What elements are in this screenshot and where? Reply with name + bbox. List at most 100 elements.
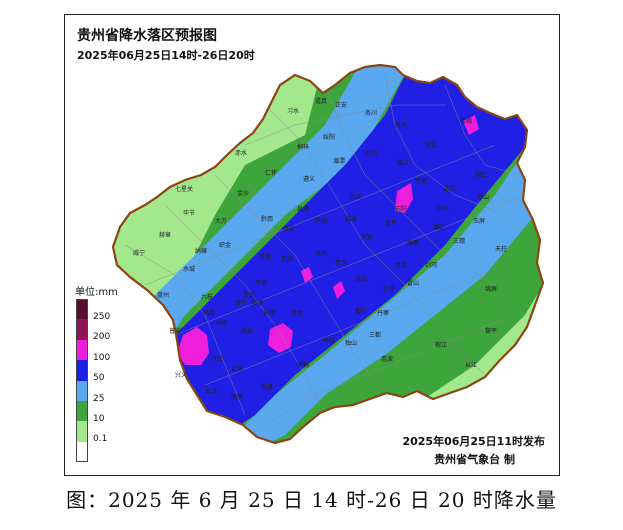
county-label: 惠水 xyxy=(291,309,303,317)
county-label: 威宁 xyxy=(133,249,145,257)
legend-swatch-10 xyxy=(76,400,88,422)
county-label: 安顺 xyxy=(251,299,263,307)
county-label: 水城 xyxy=(183,265,195,273)
legend-label-100: 100 xyxy=(93,352,111,363)
county-label: 安龙 xyxy=(205,387,217,395)
county-label: 罗甸 xyxy=(297,361,309,369)
county-label: 沿河 xyxy=(395,121,407,129)
band-100mm-east xyxy=(333,281,345,299)
map-title: 贵州省降水落区预报图 xyxy=(77,28,217,44)
county-label: 兴义 xyxy=(175,371,187,379)
legend-label-0-1: 0.1 xyxy=(93,434,108,445)
county-label: 荔波 xyxy=(381,355,393,363)
county-label: 贞丰 xyxy=(231,365,243,373)
county-label: 印江 xyxy=(425,142,437,149)
county-borders xyxy=(124,74,526,426)
county-label: 毕节 xyxy=(183,209,195,217)
county-label: 开阳 xyxy=(315,217,327,225)
band-10mm-southeast xyxy=(295,215,543,443)
county-label: 凯里 xyxy=(383,285,395,293)
band-100mm-northeast xyxy=(463,115,479,135)
county-label: 三穗 xyxy=(453,237,465,245)
county-label: 关岭 xyxy=(215,319,227,327)
legend-swatch-none xyxy=(76,441,88,463)
county-label: 七星关 xyxy=(175,185,193,193)
county-label: 玉屏 xyxy=(473,218,485,225)
county-label: 松桃 xyxy=(460,117,472,125)
county-label: 贵阳 xyxy=(281,255,293,263)
county-label: 独山 xyxy=(345,339,357,347)
county-label: 习水 xyxy=(287,107,299,115)
county-label: 金沙 xyxy=(237,189,249,197)
legend-swatch-200 xyxy=(76,319,88,340)
county-label: 六枝 xyxy=(201,293,213,301)
county-label: 万山 xyxy=(477,193,489,201)
band-50mm xyxy=(165,65,535,435)
legend-label-50: 50 xyxy=(93,373,105,384)
legend-unit: 单位:mm xyxy=(75,287,118,298)
county-label: 望谟 xyxy=(261,383,273,391)
county-label: 德江 xyxy=(397,159,409,167)
band-100mm-north xyxy=(395,183,413,213)
county-label: 平坝 xyxy=(255,279,267,287)
county-label: 织金 xyxy=(219,241,231,249)
county-label: 册亨 xyxy=(231,393,243,401)
county-label: 修文 xyxy=(283,225,295,233)
county-label: 黔西 xyxy=(261,215,273,223)
county-label: 瓮安 xyxy=(361,233,373,241)
county-label: 黄平 xyxy=(385,219,397,227)
county-label: 清镇 xyxy=(259,253,271,261)
county-label: 兴仁 xyxy=(211,355,223,363)
county-label: 盘州 xyxy=(157,291,169,299)
county-label: 湄潭 xyxy=(333,157,345,165)
county-label: 锦屏 xyxy=(485,285,497,293)
county-label: 龙里 xyxy=(315,249,327,257)
county-label: 麻江 xyxy=(355,275,367,283)
county-label: 普安 xyxy=(169,327,181,335)
county-label: 剑河 xyxy=(425,261,437,269)
band-25mm-north xyxy=(125,65,415,345)
legend-swatch-25 xyxy=(76,380,88,401)
county-label: 正安 xyxy=(335,101,347,109)
county-label: 台江 xyxy=(395,261,407,269)
issuing-agency: 贵州省气象台 制 xyxy=(434,453,515,466)
county-label: 余庆 xyxy=(349,193,361,201)
county-label: 务川 xyxy=(365,109,377,117)
map-frame: 道真 正安 习水 务川 沿河 松桃 印江 桐梓 湄潭 凤冈 德江 思南 江口 铜仁 万山 遵义 余庆 石阡 镇远 玉屏… xyxy=(64,14,560,476)
county-label: 都匀 xyxy=(355,307,367,315)
county-label: 晴隆 xyxy=(203,309,215,317)
issue-time: 2025年06月25日11时发布 xyxy=(402,435,545,448)
county-label: 镇宁 xyxy=(235,299,247,307)
county-label: 大方 xyxy=(215,217,227,225)
county-label: 凤冈 xyxy=(365,150,377,157)
legend-swatch-100 xyxy=(76,339,88,361)
county-label: 纳雍 xyxy=(195,247,207,255)
county-label: 江口 xyxy=(443,186,455,193)
legend-label-200: 200 xyxy=(93,332,111,343)
county-label: 铜仁 xyxy=(475,171,487,179)
legend-swatch-0-1 xyxy=(76,421,88,442)
county-label: 福泉 xyxy=(345,215,357,223)
county-label: 桐梓 xyxy=(297,143,309,151)
county-label: 赫章 xyxy=(159,231,171,239)
county-label: 岑巩 xyxy=(437,205,449,213)
county-label: 从江 xyxy=(465,362,477,369)
county-label: 道真 xyxy=(315,97,327,105)
legend-swatch-50 xyxy=(76,360,88,381)
county-label: 榕江 xyxy=(435,341,447,349)
band-25mm-south xyxy=(225,135,543,443)
county-label: 平塘 xyxy=(323,337,335,345)
county-label: 黎平 xyxy=(485,327,497,335)
county-label: 天柱 xyxy=(495,245,507,253)
band-100mm-southwest xyxy=(177,327,209,365)
county-label: 丹寨 xyxy=(377,309,389,317)
band-100mm-center-south xyxy=(268,323,293,353)
county-label: 紫云 xyxy=(241,327,253,335)
county-label: 赤水 xyxy=(235,149,247,157)
county-label: 贵定 xyxy=(335,259,347,267)
county-label: 息烽 xyxy=(297,205,309,213)
county-label: 思南 xyxy=(415,177,427,185)
county-label: 仁怀 xyxy=(265,169,277,177)
